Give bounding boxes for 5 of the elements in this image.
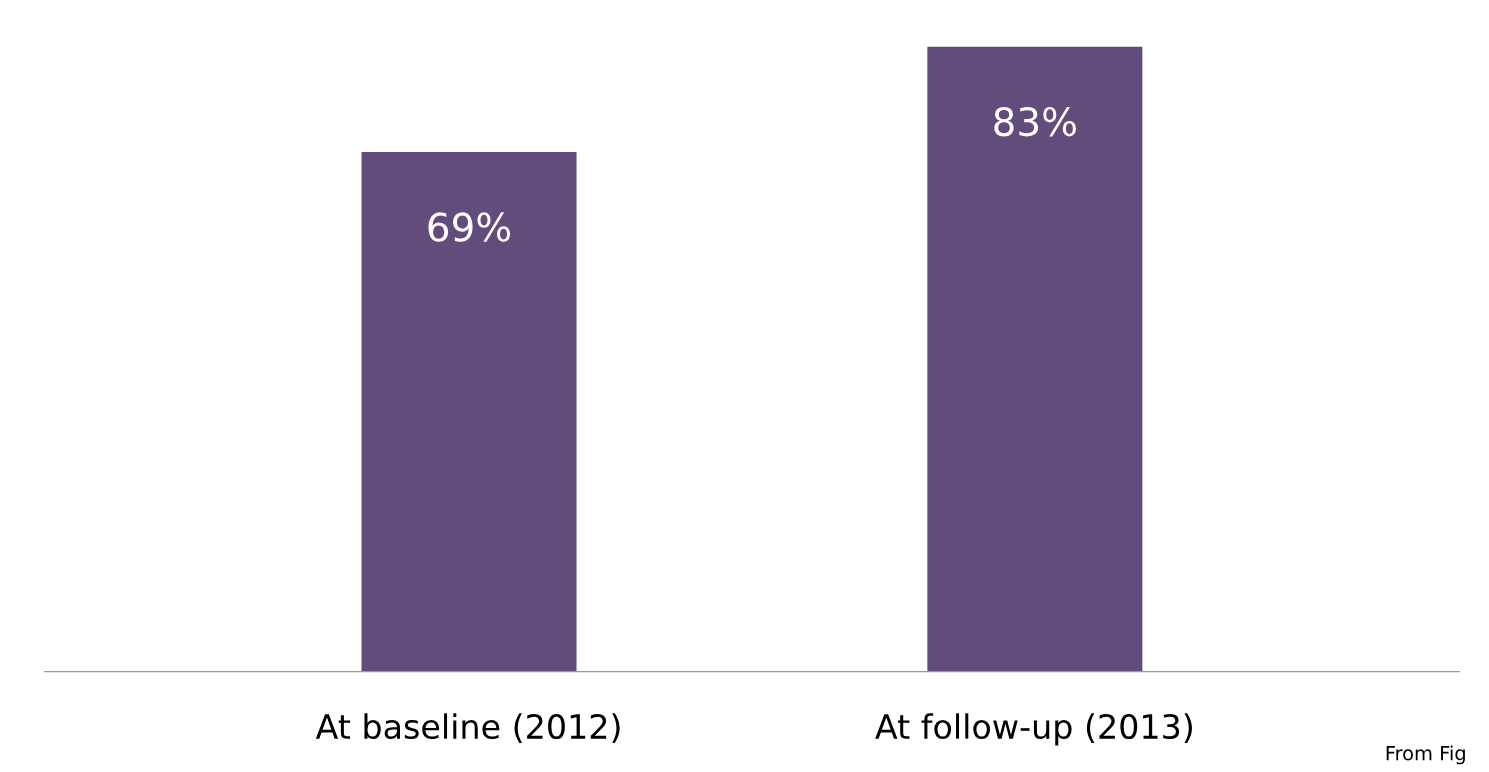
x-tick-label: At baseline (2012) (315, 713, 620, 744)
data-label: 83% (994, 106, 1076, 137)
text: From Fig (1386, 745, 1465, 765)
x-tick-label: At follow-up (2013) (875, 713, 1192, 746)
data-label: 69% (428, 212, 511, 242)
